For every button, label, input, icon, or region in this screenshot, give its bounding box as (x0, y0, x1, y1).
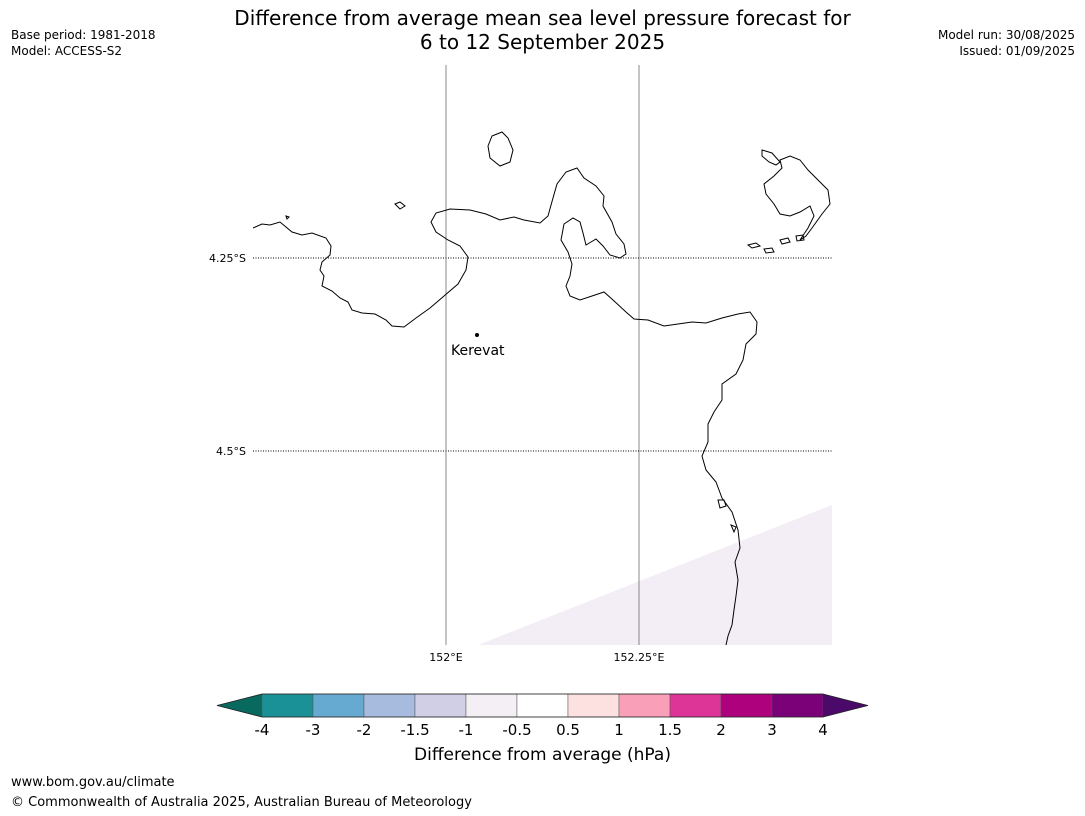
colorbar-tick-label: -4 (255, 721, 270, 739)
coastline (252, 131, 831, 646)
model-name: Model: ACCESS-S2 (11, 44, 123, 58)
colorbar-tick-label: -2 (357, 721, 372, 739)
colorbar-segment (618, 693, 671, 718)
shaded-anomaly-region (478, 505, 832, 645)
colorbar-tick-label: -0.5 (502, 721, 531, 739)
map: Kerevat 4.25°S 4.5°S 152°E 152.25°E (209, 65, 832, 664)
colorbar-tick-label: 1 (614, 721, 624, 739)
colorbar-segment (414, 693, 467, 718)
colorbar-group: -4 -3 -2 -1.5 -1 -0.5 0.5 1 1.5 2 3 4 (216, 693, 869, 739)
colorbar-tick-label: 2 (716, 721, 726, 739)
kerevat-marker (475, 333, 479, 337)
colorbar-segment (567, 693, 620, 718)
title-line-1: Difference from average mean sea level p… (234, 6, 851, 30)
colorbar-segment (465, 693, 518, 718)
issued-date: Issued: 01/09/2025 (959, 44, 1075, 58)
base-period: Base period: 1981-2018 (11, 28, 156, 42)
colorbar-under-arrow (217, 694, 262, 717)
colorbar-tick-label: -3 (306, 721, 321, 739)
lat-label-4-25: 4.25°S (209, 252, 246, 265)
colorbar: -4 -3 -2 -1.5 -1 -0.5 0.5 1 1.5 2 3 4 (216, 693, 869, 739)
colorbar-tick-label: 0.5 (556, 721, 580, 739)
colorbar-over-arrow (823, 694, 868, 717)
colorbar-segment (363, 693, 416, 718)
colorbar-outline (216, 693, 869, 718)
colorbar-segment (516, 693, 569, 718)
colorbar-segment (669, 693, 722, 718)
kerevat-label: Kerevat (451, 343, 505, 359)
lon-label-152-25: 152.25°E (614, 651, 665, 664)
colorbar-segment (720, 693, 773, 718)
lat-label-4-5: 4.5°S (216, 445, 246, 458)
meta-left: Base period: 1981-2018 Model: ACCESS-S2 (11, 27, 156, 59)
colorbar-tick-label: 1.5 (658, 721, 682, 739)
footer-url[interactable]: www.bom.gov.au/climate (11, 775, 175, 790)
colorbar-segment (771, 693, 824, 718)
colorbar-title: Difference from average (hPa) (414, 745, 671, 765)
colorbar-tick-label: -1.5 (400, 721, 429, 739)
chart-title: Difference from average mean sea level p… (0, 6, 1085, 54)
colorbar-tick-label: 3 (767, 721, 777, 739)
colorbar-segment (312, 693, 365, 718)
colorbar-tick-label: -1 (459, 721, 474, 739)
title-line-2: 6 to 12 September 2025 (419, 30, 666, 54)
colorbar-segment (261, 693, 314, 718)
meta-right: Model run: 30/08/2025 Issued: 01/09/2025 (938, 27, 1075, 59)
colorbar-tick-label: 4 (818, 721, 828, 739)
lon-label-152: 152°E (429, 651, 462, 664)
footer-copyright: © Commonwealth of Australia 2025, Austra… (11, 795, 472, 810)
model-run: Model run: 30/08/2025 (937, 28, 1075, 42)
